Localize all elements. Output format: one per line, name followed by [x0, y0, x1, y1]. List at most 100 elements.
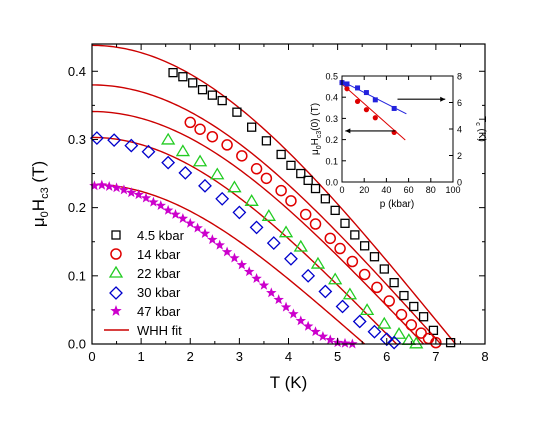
data-point-diamond — [266, 236, 281, 251]
data-point-triangle — [192, 154, 208, 167]
data-point-diamond — [284, 251, 298, 266]
data-point-circle — [334, 242, 346, 255]
inset-y-tick-label: 0.5 — [325, 72, 338, 82]
data-point-square — [445, 337, 456, 348]
data-point-diamond — [352, 314, 367, 329]
data-point-diamond — [387, 335, 402, 350]
data-point-triangle — [377, 316, 392, 329]
data-point-diamond — [379, 332, 394, 347]
data-point-star — [148, 196, 159, 207]
inset-y-tick-label: 0.2 — [325, 135, 338, 145]
x-tick-label: 2 — [187, 349, 194, 364]
inset-arrow-head — [345, 128, 351, 134]
data-point-star — [295, 315, 307, 326]
data-point-square — [369, 252, 380, 262]
data-point-triangle — [175, 144, 191, 157]
data-point-circle — [194, 123, 206, 135]
data-point-star — [280, 301, 292, 312]
data-point-star — [310, 326, 321, 337]
inset-left-y-axis-ticks: 0.0 0.1 0.2 0.3 0.4 0.5 — [325, 72, 346, 188]
data-point-square — [296, 168, 306, 179]
inset-x-axis-label: p (kbar) — [380, 199, 414, 210]
data-point-triangle — [293, 239, 308, 252]
data-point-star — [243, 266, 255, 277]
series-square — [168, 67, 456, 348]
series-circle — [184, 116, 442, 349]
data-point-star — [140, 192, 152, 203]
main-y-axis-label: μ0Hc3 (T) — [29, 161, 51, 227]
data-point-filled-square — [391, 105, 397, 111]
data-point-square — [286, 160, 296, 171]
inset-y-tick-label: 0.0 — [325, 178, 338, 188]
data-point-circle — [206, 130, 219, 143]
data-point-circle — [324, 232, 337, 245]
data-point-circle — [395, 308, 408, 321]
legend-marker-star — [110, 305, 122, 316]
inset-y-tick-label: 0.1 — [325, 156, 338, 166]
inset-plot: 0 20 40 60 80 100 0.0 0.1 0.2 0.3 0.4 0.5 0 2 4 6 8 p … — [310, 72, 487, 211]
data-point-filled-circle — [363, 107, 370, 113]
data-point-star — [273, 294, 284, 305]
legend-entry-4.5-kbar: 4.5 kbar — [111, 228, 185, 243]
data-point-triangle — [328, 272, 343, 285]
data-point-star — [118, 184, 130, 195]
y-tick-label: 0.0 — [68, 337, 86, 352]
data-point-filled-circle — [344, 86, 350, 92]
data-point-star — [258, 279, 270, 290]
y-label-h: H — [29, 199, 48, 211]
legend-entry-14-kbar: 14 kbar — [110, 247, 181, 262]
data-point-square — [247, 122, 257, 132]
data-point-star — [339, 337, 351, 348]
data-point-square — [350, 230, 360, 240]
legend-entry-30-kbar: 30 kbar — [109, 285, 181, 300]
legend-label: 4.5 kbar — [137, 228, 185, 243]
whh-fit-curve — [91, 136, 398, 345]
inset-right-y-axis-label: Tc (K) — [474, 116, 487, 142]
data-point-triangle — [391, 327, 407, 339]
legend-marker-diamond — [109, 286, 123, 300]
data-point-circle — [383, 295, 395, 307]
legend-label: 47 kbar — [137, 304, 181, 319]
data-point-diamond — [301, 268, 316, 283]
data-point-diamond — [89, 131, 104, 146]
data-point-diamond — [367, 324, 382, 339]
data-point-diamond — [107, 133, 122, 148]
data-point-circle — [299, 208, 312, 221]
main-y-axis-ticks: 0.0 0.1 0.2 0.3 0.4 — [68, 64, 485, 352]
data-point-circle — [415, 327, 427, 339]
x-tick-label: 1 — [138, 349, 145, 364]
x-tick-label: 7 — [432, 349, 439, 364]
data-point-star — [221, 246, 233, 257]
data-point-square — [320, 194, 330, 204]
data-point-star — [325, 334, 336, 345]
legend-marker-circle — [110, 248, 122, 260]
data-point-square — [340, 218, 350, 228]
legend-entry-47-kbar: 47 kbar — [110, 304, 181, 319]
inset-y-label-mu: μ — [310, 149, 321, 155]
data-point-star — [103, 181, 115, 191]
legend-entry-22-kbar: 22 kbar — [108, 265, 181, 281]
inset-y2-tick-label: 2 — [457, 151, 462, 161]
x-tick-label: 8 — [481, 349, 488, 364]
data-point-filled-square — [355, 85, 361, 91]
data-point-diamond — [232, 205, 247, 220]
data-point-star — [155, 200, 167, 211]
data-point-star — [317, 331, 329, 341]
data-point-square — [379, 264, 389, 274]
data-point-triangle — [278, 225, 294, 238]
inset-y-label-h: H — [310, 138, 321, 145]
legend-label: WHH fit — [137, 323, 182, 338]
x-tick-label: 6 — [383, 349, 390, 364]
data-point-circle — [260, 172, 273, 185]
data-point-square — [359, 241, 370, 251]
data-point-triangle — [160, 132, 176, 145]
whh-fit-curve — [91, 84, 442, 345]
data-point-circle — [184, 116, 196, 129]
data-point-square — [261, 136, 272, 146]
y-label-mu-subscript: 0 — [39, 211, 51, 217]
main-data-marks — [89, 44, 457, 350]
inset-x-tick-label: 40 — [381, 185, 391, 195]
legend: 4.5 kbar 14 kbar 22 kbar 30 kbar 47 kbar… — [104, 228, 185, 338]
data-point-triangle — [244, 194, 259, 206]
